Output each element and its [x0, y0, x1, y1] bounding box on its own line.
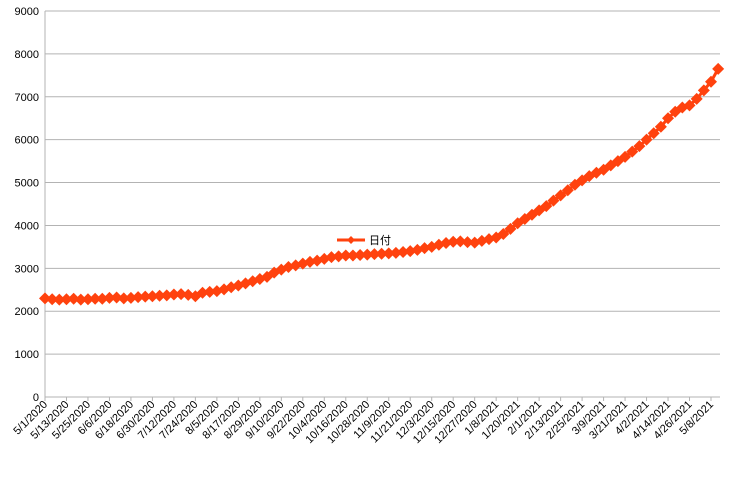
data-point: [368, 248, 381, 261]
data-point: [246, 275, 259, 288]
data-point: [110, 291, 123, 304]
data-point: [361, 248, 374, 261]
y-tick-label: 8000: [15, 49, 39, 61]
data-point: [60, 293, 73, 306]
y-tick-label: 4000: [15, 220, 39, 232]
data-point: [146, 290, 159, 303]
y-tick-label: 6000: [15, 135, 39, 147]
data-point: [103, 291, 116, 304]
legend-marker: [347, 236, 355, 244]
data-point: [504, 222, 517, 235]
legend-label: 日付: [369, 234, 391, 247]
data-point: [633, 140, 646, 153]
y-tick-label: 2000: [15, 306, 39, 318]
data-point: [67, 292, 80, 305]
data-point: [175, 288, 188, 301]
data-point: [640, 133, 653, 146]
data-point: [132, 291, 145, 304]
data-point: [89, 292, 102, 305]
data-point: [540, 200, 553, 213]
data-point: [39, 292, 51, 305]
y-tick-label: 0: [33, 392, 39, 404]
data-point: [461, 236, 474, 249]
data-point: [697, 84, 710, 97]
data-point: [167, 288, 180, 301]
data-point: [139, 290, 152, 303]
data-point: [497, 228, 510, 241]
series-line: [44, 68, 720, 302]
data-point: [354, 249, 367, 262]
data-point: [153, 289, 166, 302]
data-point: [447, 235, 460, 248]
data-point: [554, 189, 567, 202]
data-point: [332, 250, 345, 263]
data-point: [712, 62, 725, 75]
data-point: [561, 184, 574, 197]
data-point: [346, 249, 359, 262]
data-point: [53, 293, 66, 306]
data-point: [203, 285, 216, 298]
y-tick-label: 5000: [15, 178, 39, 190]
data-point: [81, 293, 94, 306]
data-point: [160, 289, 173, 302]
data-point: [547, 194, 560, 207]
data-point: [647, 127, 660, 140]
data-point: [375, 247, 388, 260]
y-tick-label: 9000: [15, 6, 39, 18]
data-point: [325, 251, 338, 264]
data-point: [124, 291, 137, 304]
y-tick-label: 7000: [15, 92, 39, 104]
data-point: [117, 292, 130, 305]
data-point: [389, 246, 402, 259]
data-point: [619, 150, 632, 163]
data-point: [46, 293, 59, 306]
data-point: [626, 145, 639, 158]
data-point: [96, 292, 109, 305]
y-tick-label: 1000: [15, 349, 39, 361]
data-point: [74, 293, 87, 306]
data-point: [454, 235, 467, 248]
data-point: [654, 120, 667, 133]
data-point: [397, 246, 410, 259]
data-point: [662, 112, 675, 125]
data-point: [690, 92, 703, 105]
data-point: [683, 99, 696, 112]
data-point: [705, 75, 717, 88]
data-point: [339, 249, 352, 262]
data-point: [196, 286, 209, 299]
y-tick-label: 3000: [15, 263, 39, 275]
data-point: [382, 247, 395, 260]
